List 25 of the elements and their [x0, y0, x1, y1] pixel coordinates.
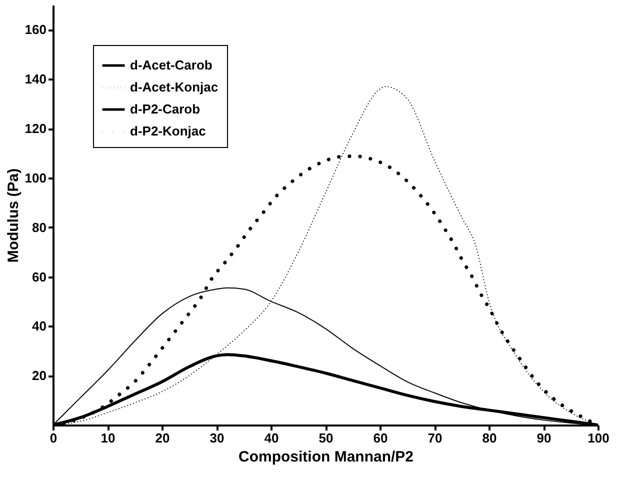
legend-label: d-Acet-Carob	[130, 58, 212, 72]
legend-label: d-P2-Carob	[130, 102, 200, 116]
x-tick-label: 100	[588, 430, 610, 446]
x-tick-label: 0	[50, 430, 58, 446]
y-tick-label: 40	[32, 318, 46, 334]
y-tick-label: 120	[24, 121, 46, 136]
y-tick-label: 80	[32, 220, 46, 235]
x-tick-label: 60	[373, 430, 388, 446]
x-tick-label: 50	[318, 430, 334, 446]
x-tick-label: 70	[428, 430, 442, 446]
y-tick-label: 160	[24, 22, 46, 38]
x-tick-label: 30	[210, 430, 224, 446]
y-axis-title: Modulus (Pa)	[4, 168, 22, 263]
x-tick-label: 90	[536, 430, 552, 446]
y-tick-label: 100	[24, 170, 46, 186]
legend-label: d-P2-Konjac	[130, 124, 206, 138]
x-tick-label: 80	[482, 430, 497, 446]
x-tick-label: 40	[264, 430, 279, 446]
y-tick-label: 140	[24, 72, 46, 87]
x-tick-label: 10	[100, 430, 116, 446]
legend-label: d-Acet-Konjac	[130, 80, 218, 94]
y-tick-label: 60	[32, 269, 46, 284]
x-tick-label: 20	[155, 430, 170, 446]
y-tick-label: 20	[32, 368, 46, 384]
x-axis-title: Composition Mannan/P2	[238, 448, 414, 466]
